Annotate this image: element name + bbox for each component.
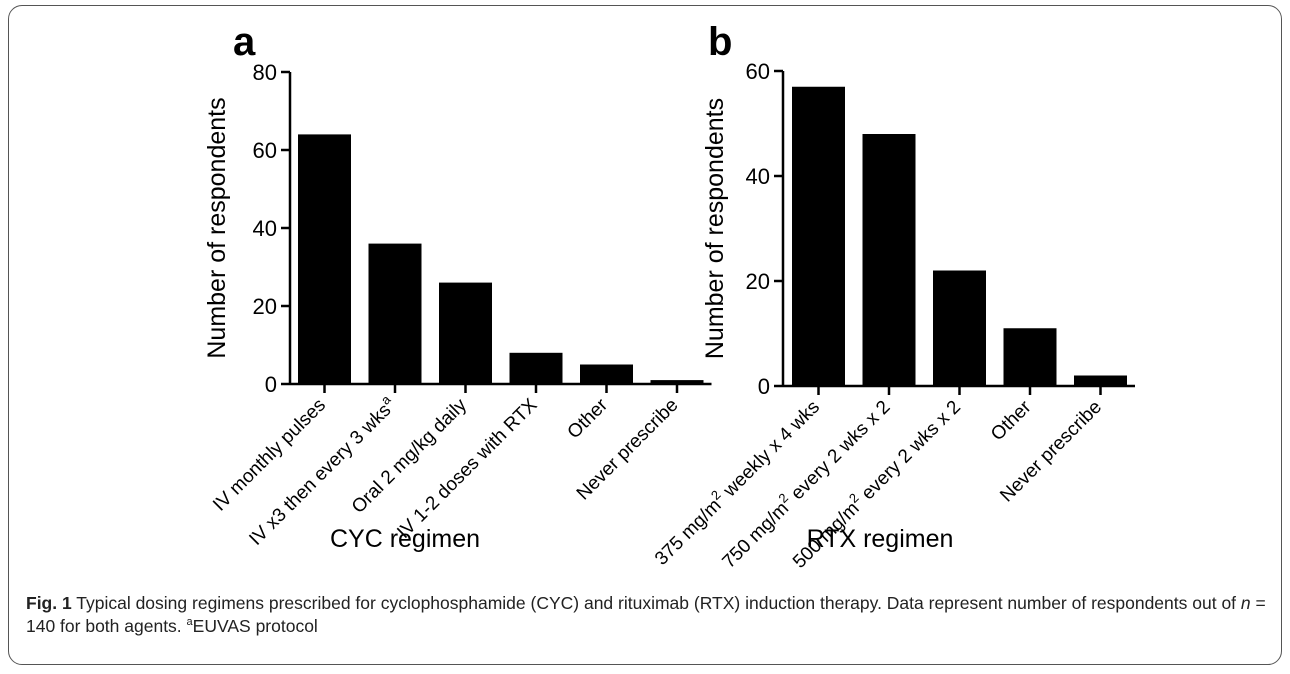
panel-label-b: b xyxy=(708,20,732,64)
caption-n-symbol: n xyxy=(1240,593,1251,613)
x-tick-label: Other xyxy=(987,396,1036,445)
figure-frame xyxy=(8,5,1282,665)
y-tick-label: 40 xyxy=(746,164,770,189)
x-axis-label: CYC regimen xyxy=(330,525,480,553)
caption-footnote-mark: a xyxy=(186,616,193,629)
caption-text-1: Typical dosing regimens prescribed for c… xyxy=(71,593,1241,613)
bar-3 xyxy=(439,282,492,384)
y-axis-label: Number of respondents xyxy=(701,98,729,359)
bar-5 xyxy=(1074,375,1127,386)
x-tick-label: Other xyxy=(564,394,613,443)
bar-1 xyxy=(792,86,845,386)
bar-4 xyxy=(1003,328,1057,386)
x-axis-label: RTX regimen xyxy=(807,525,954,553)
bar-2 xyxy=(862,134,916,386)
bar-5 xyxy=(580,364,633,384)
y-tick-label: 0 xyxy=(758,374,770,399)
y-tick-label: 60 xyxy=(746,59,770,84)
x-tick-label: IV 1-2 doses with RTX xyxy=(393,394,541,542)
bar-4 xyxy=(509,352,563,384)
bar-2 xyxy=(368,243,422,384)
bar-3 xyxy=(933,270,986,386)
panel-label-a: a xyxy=(233,20,256,64)
y-tick-label: 60 xyxy=(253,138,277,163)
figure-caption: Fig. 1 Typical dosing regimens prescribe… xyxy=(26,592,1266,638)
caption-footnote-text: EUVAS protocol xyxy=(192,616,318,636)
y-tick-label: 20 xyxy=(253,294,277,319)
caption-label: Fig. 1 xyxy=(26,593,72,613)
bar-6 xyxy=(650,380,704,384)
y-tick-label: 80 xyxy=(253,60,277,85)
bar-1 xyxy=(298,134,351,384)
caption-text-2: = 140 for both agents. xyxy=(26,593,1266,636)
y-tick-label: 0 xyxy=(265,372,277,397)
y-axis-label: Number of respondents xyxy=(203,97,231,358)
y-tick-label: 40 xyxy=(253,216,277,241)
y-tick-label: 20 xyxy=(746,269,770,294)
